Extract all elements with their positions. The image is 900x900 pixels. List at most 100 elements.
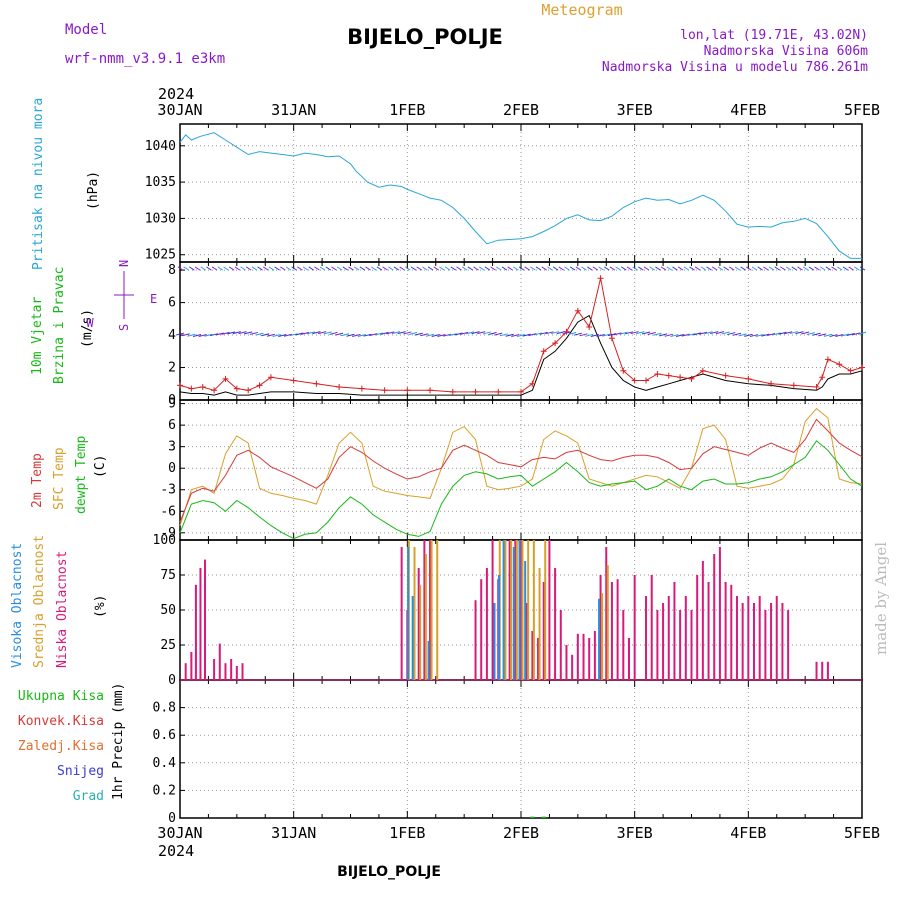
mid-cloud-side-label: Srednja Oblacnost xyxy=(32,535,47,668)
date-tick-label-bottom: 31JAN xyxy=(271,824,316,842)
wind-speed-marker xyxy=(552,340,559,347)
wind-direction-glyph xyxy=(711,266,718,271)
wind-direction-glyph xyxy=(251,266,258,271)
wind-direction-glyph xyxy=(215,332,224,336)
wind-direction-glyph xyxy=(846,333,855,336)
wind-direction-glyph xyxy=(852,332,861,336)
wind-direction-glyph xyxy=(795,331,804,335)
wind-direction-glyph xyxy=(232,331,241,335)
wind-direction-glyph xyxy=(181,333,190,337)
wind-direction-glyph xyxy=(579,333,588,337)
wind-direction-glyph xyxy=(285,266,292,271)
wind-direction-glyph xyxy=(683,266,690,271)
cloud-bar xyxy=(610,582,613,680)
wind-direction-glyph xyxy=(340,333,349,337)
wind-speed-marker xyxy=(188,385,195,392)
cloud-bar xyxy=(707,582,710,680)
y-tick-label: 1030 xyxy=(145,211,176,226)
coords-label: lon,lat (19.71E, 43.02N) xyxy=(680,28,868,43)
wind-speed-marker xyxy=(358,385,365,392)
y-tick-label: 1025 xyxy=(145,248,176,263)
sfc-temp-line xyxy=(179,407,863,526)
cloud-bar xyxy=(815,661,818,680)
cloud-bar xyxy=(588,638,591,680)
y-tick-label: 0.6 xyxy=(153,728,176,743)
wind-direction-glyph xyxy=(336,266,343,271)
wind-direction-glyph xyxy=(471,331,480,335)
wind-direction-glyph xyxy=(626,266,633,271)
cloud-bar xyxy=(593,631,596,680)
wind-direction-glyph xyxy=(456,266,462,271)
date-tick-label-top: 31JAN xyxy=(271,101,316,119)
cloud-bar xyxy=(542,582,545,680)
cloud-bar xyxy=(821,661,824,680)
wind-direction-glyph xyxy=(283,333,293,337)
wind-speed-marker xyxy=(631,377,638,384)
cloud-bar xyxy=(701,561,704,680)
precip-legend-convective: Konvek.Kisa xyxy=(18,714,104,729)
wind-speed-marker xyxy=(449,388,456,395)
wind-direction-glyph xyxy=(323,331,332,335)
wind-direction-glyph xyxy=(585,333,594,337)
precip-unit-label: 1hr Precip (mm) xyxy=(111,683,126,800)
cloud-bar xyxy=(724,582,727,680)
wind-direction-glyph xyxy=(766,333,776,337)
compass-rose: W N S E xyxy=(86,260,157,331)
wind-direction-glyph xyxy=(460,331,469,335)
high-cloud-side-label: Visoka Oblacnost xyxy=(10,543,25,668)
wind-direction-glyph xyxy=(352,334,361,338)
temp-2m-line xyxy=(179,418,863,523)
wind-direction-glyph xyxy=(547,266,553,271)
wind-direction-glyph xyxy=(740,266,746,271)
cloud-bar xyxy=(521,540,524,680)
wind-direction-glyph xyxy=(268,266,275,271)
cloud-bar xyxy=(667,596,670,680)
cloud-bar xyxy=(650,575,653,680)
cloud-bar xyxy=(633,575,636,680)
wind-direction-glyph xyxy=(562,331,571,335)
wind-direction-glyph xyxy=(801,331,810,335)
wind-direction-glyph xyxy=(746,266,752,271)
cloud-bar xyxy=(184,663,187,680)
wind-direction-glyph xyxy=(524,266,530,271)
wind-direction-glyph xyxy=(854,266,860,271)
y-tick-label: 9 xyxy=(168,397,176,412)
wind-speed-marker xyxy=(688,375,695,382)
cloud-unit-label: (%) xyxy=(93,595,108,618)
wind-direction-glyph xyxy=(761,333,770,337)
pressure-unit-label: (hPa) xyxy=(86,171,101,210)
wind-direction-glyph xyxy=(306,331,315,335)
wind-speed-marker xyxy=(745,375,752,382)
wind-direction-glyph xyxy=(342,266,349,271)
y-tick-label: 25 xyxy=(160,638,176,653)
wind-direction-glyph xyxy=(700,266,707,271)
wind-speed-marker xyxy=(381,387,388,394)
wind-direction-glyph xyxy=(501,266,508,271)
wind-direction-glyph xyxy=(314,266,320,271)
wind-speed-marker xyxy=(643,377,650,384)
wind-direction-glyph xyxy=(363,333,372,337)
wind-direction-glyph xyxy=(666,266,673,271)
wind-direction-glyph xyxy=(422,266,428,271)
cloud-bar xyxy=(605,547,608,680)
cloud-bar xyxy=(413,547,416,680)
wind-direction-glyph xyxy=(806,332,815,336)
cloud-bar xyxy=(485,568,488,680)
wind-direction-glyph xyxy=(609,266,616,271)
wind-direction-glyph xyxy=(607,333,617,337)
wind-direction-glyph xyxy=(416,266,422,271)
cloud-bar xyxy=(656,610,659,680)
wind-direction-glyph xyxy=(749,334,759,338)
wind-direction-glyph xyxy=(393,266,400,271)
pressure-line xyxy=(179,132,862,259)
y-tick-label: 0.8 xyxy=(153,701,176,716)
cloud-bar xyxy=(548,540,551,680)
wind-direction-glyph xyxy=(175,332,185,336)
date-tick-label-top: 3FEB xyxy=(617,101,653,119)
wind-direction-glyph xyxy=(425,333,435,337)
wind-speed-marker xyxy=(597,275,604,282)
wind-direction-glyph xyxy=(511,334,520,338)
wind-direction-glyph xyxy=(672,266,678,271)
wind-direction-glyph xyxy=(533,332,543,336)
wind-direction-glyph xyxy=(734,266,741,271)
